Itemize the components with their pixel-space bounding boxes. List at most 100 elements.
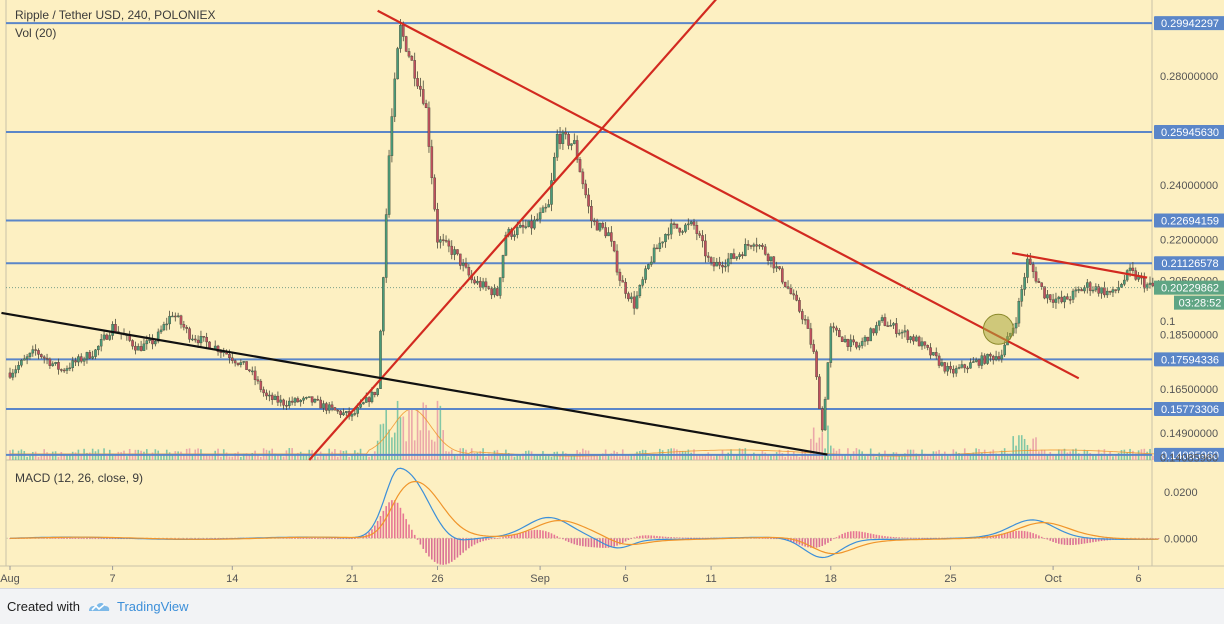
candle-body [17, 365, 20, 370]
macd-histogram-bar [864, 532, 866, 539]
macd-histogram-bar [510, 535, 513, 539]
macd-histogram-bar [308, 538, 311, 539]
candle-body [316, 398, 320, 401]
volume-bar [69, 453, 71, 460]
candle-body [236, 362, 240, 365]
macd-histogram-bar [633, 537, 635, 539]
candle-body [1145, 284, 1149, 289]
volume-bar [716, 454, 718, 460]
candle-body [724, 265, 727, 268]
candle-body [541, 207, 545, 213]
candle-body [1057, 296, 1061, 300]
volume-bar [111, 453, 114, 460]
macd-histogram-bar [197, 538, 199, 540]
macd-histogram-bar [869, 533, 872, 539]
volume-bar [507, 452, 510, 460]
volume-bar [1092, 454, 1094, 460]
candle-body [584, 183, 587, 196]
candle-body [419, 85, 422, 90]
candle-body [342, 412, 345, 416]
level-tag-label: 0.14085960 [1161, 450, 1219, 462]
macd-histogram-bar [830, 538, 832, 542]
volume-bar [428, 430, 430, 460]
candle-body [555, 134, 559, 158]
volume-bar [764, 452, 767, 460]
candle-body [179, 315, 183, 325]
macd-histogram-bar [998, 534, 1000, 539]
time-tick-label: Sep [530, 573, 550, 585]
price-chart[interactable]: 0.29942297 0.25945630 0.22694159 0.21126578… [0, 0, 1224, 588]
macd-histogram-bar [579, 538, 581, 546]
volume-bar [468, 455, 470, 460]
macd-histogram-bar [550, 533, 553, 539]
price-tick-label: 0.18500000 [1160, 330, 1218, 342]
volume-bar [864, 456, 866, 460]
candle-body [256, 379, 260, 382]
macd-histogram-bar [810, 538, 812, 548]
candle-body [698, 233, 701, 236]
footer: Created with TradingView [0, 588, 1224, 624]
candle-body [1091, 289, 1095, 292]
volume-bar [758, 454, 761, 460]
macd-histogram-bar [291, 537, 293, 539]
volume-bar [710, 454, 712, 460]
macd-histogram-bar [1075, 538, 1077, 545]
tradingview-link[interactable]: TradingView [117, 599, 189, 614]
candle-body [367, 397, 371, 403]
volume-bar [26, 456, 28, 460]
candle-body [165, 323, 169, 326]
candle-body [441, 239, 445, 241]
volume-bar [1152, 455, 1154, 460]
macd-histogram-bar [419, 538, 422, 545]
volume-bar [131, 453, 134, 460]
candle-body [630, 296, 633, 300]
macd-histogram-bar [767, 538, 769, 539]
candle-body [79, 356, 83, 362]
macd-histogram-bar [556, 536, 558, 539]
candle-body [407, 51, 411, 57]
volume-bar [100, 455, 102, 460]
horizontal-levels[interactable]: 0.29942297 0.25945630 0.22694159 0.21126578… [6, 16, 1224, 462]
candle-body [647, 264, 650, 269]
macd-histogram-bar [684, 537, 687, 539]
macd-histogram-bar [656, 535, 658, 539]
candle-body [282, 399, 285, 406]
macd-histogram-bar [1006, 532, 1009, 539]
candle-body [114, 324, 117, 332]
volume-bar [203, 455, 205, 460]
candle-body [598, 222, 602, 231]
volume-bar [781, 453, 784, 460]
price-tick-label: 0.14900000 [1160, 428, 1218, 440]
level-tag [1154, 213, 1224, 228]
candle-body [658, 242, 662, 249]
countdown-label: 03:28:52 [1179, 298, 1222, 310]
candle-body [732, 253, 736, 259]
macd-histogram-bar [1060, 538, 1063, 545]
candle-body [809, 328, 813, 345]
candle-body [1114, 289, 1118, 291]
candle-body [564, 132, 568, 135]
macd-histogram-bar [624, 538, 627, 542]
candle-body [1103, 287, 1106, 296]
candle-body [829, 326, 833, 363]
candle-body [205, 336, 208, 343]
volume-label: Vol (20) [15, 26, 57, 40]
macd-histogram-bar [294, 537, 296, 539]
candle-body [846, 338, 850, 347]
macd-histogram-bar [918, 537, 920, 539]
macd-histogram-bar [687, 537, 690, 539]
candle-body [544, 206, 548, 209]
candle-body [1003, 344, 1006, 356]
macd-histogram-bar [348, 538, 350, 540]
candle-body [1083, 287, 1086, 292]
macd-histogram-bar [516, 533, 519, 539]
candle-body [54, 361, 57, 364]
volume-bar [422, 402, 425, 460]
candle-body [102, 334, 106, 340]
macd-histogram-bar [1077, 538, 1080, 545]
candle-body [191, 338, 194, 341]
trendlines[interactable] [1, 0, 1148, 461]
candle-body [390, 116, 394, 156]
candle-body [649, 261, 653, 265]
volume-bar [798, 456, 801, 460]
